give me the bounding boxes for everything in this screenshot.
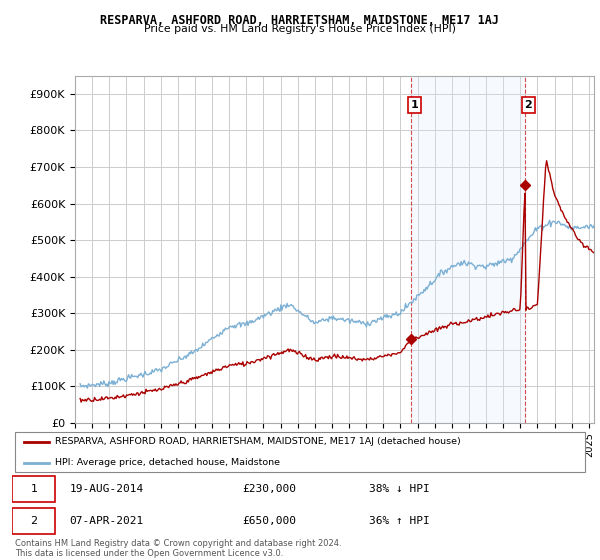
FancyBboxPatch shape [12,476,55,502]
Text: Price paid vs. HM Land Registry's House Price Index (HPI): Price paid vs. HM Land Registry's House … [144,24,456,34]
Text: 07-APR-2021: 07-APR-2021 [70,516,144,526]
Bar [412,76,525,423]
FancyBboxPatch shape [12,508,55,534]
FancyBboxPatch shape [15,432,585,473]
Text: HPI: Average price, detached house, Maidstone: HPI: Average price, detached house, Maid… [55,458,280,467]
Text: 2: 2 [31,516,37,526]
Text: Contains HM Land Registry data © Crown copyright and database right 2024.
This d: Contains HM Land Registry data © Crown c… [15,539,341,558]
Text: 36% ↑ HPI: 36% ↑ HPI [369,516,430,526]
Text: 1: 1 [31,484,37,494]
Text: £230,000: £230,000 [242,484,296,494]
Text: RESPARVA, ASHFORD ROAD, HARRIETSHAM, MAIDSTONE, ME17 1AJ (detached house): RESPARVA, ASHFORD ROAD, HARRIETSHAM, MAI… [55,437,461,446]
Text: 19-AUG-2014: 19-AUG-2014 [70,484,144,494]
Text: 38% ↓ HPI: 38% ↓ HPI [369,484,430,494]
Text: RESPARVA, ASHFORD ROAD, HARRIETSHAM, MAIDSTONE, ME17 1AJ: RESPARVA, ASHFORD ROAD, HARRIETSHAM, MAI… [101,14,499,27]
Text: 2: 2 [524,100,532,110]
Text: £650,000: £650,000 [242,516,296,526]
Text: 1: 1 [411,100,419,110]
